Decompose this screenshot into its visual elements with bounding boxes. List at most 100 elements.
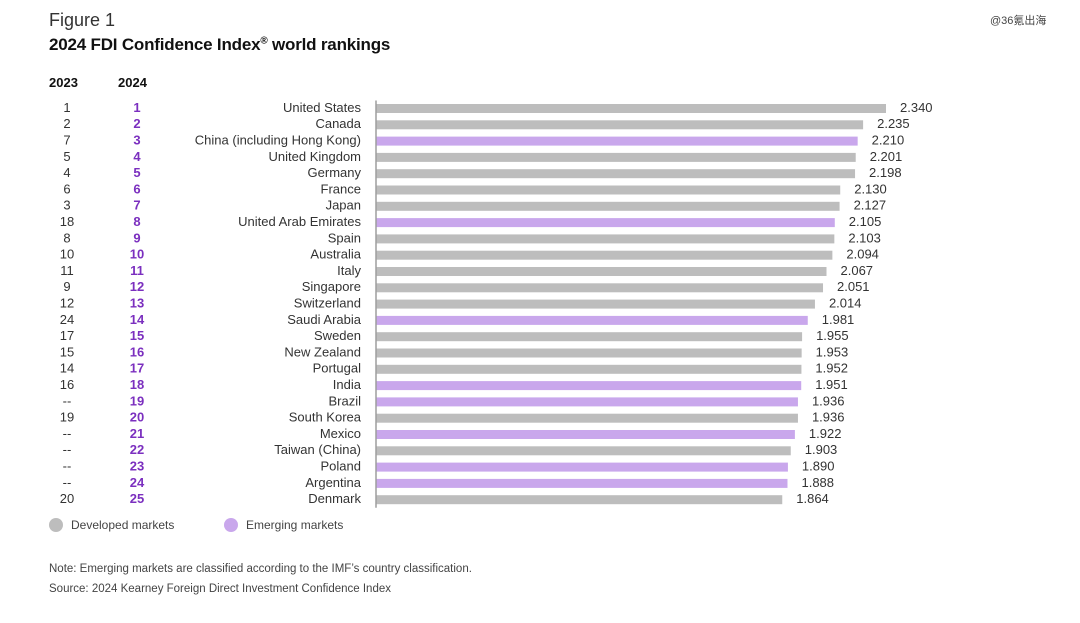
value-label: 1.951 [815, 377, 848, 392]
rank-2024-label: 20 [130, 410, 144, 425]
country-label: Canada [315, 116, 361, 131]
value-label: 1.888 [801, 475, 834, 490]
value-label: 1.953 [816, 344, 849, 359]
country-label: Saudi Arabia [287, 312, 361, 327]
rank-2023-label: 9 [63, 279, 70, 294]
rank-2023-label: 14 [60, 361, 74, 376]
bar [376, 136, 858, 146]
bar [376, 446, 791, 456]
rank-2023-label: 8 [63, 230, 70, 245]
bar [376, 332, 803, 342]
country-label: United States [283, 100, 362, 115]
rank-2024-label: 4 [133, 149, 141, 164]
bar [376, 185, 841, 195]
rank-2024-label: 14 [130, 312, 145, 327]
value-label: 1.955 [816, 328, 849, 343]
bar [376, 364, 802, 374]
value-label: 2.201 [870, 149, 903, 164]
watermark: @36氪出海 [990, 15, 1047, 27]
bar [376, 169, 856, 179]
country-label: Singapore [302, 279, 361, 294]
legend-emerging: Emerging markets [224, 518, 343, 532]
bar [376, 348, 802, 358]
rank-2023-label: 3 [63, 198, 70, 213]
rank-2024-label: 24 [130, 475, 145, 490]
rank-2024-label: 21 [130, 426, 144, 441]
value-label: 2.103 [848, 230, 881, 245]
legend-developed-swatch [49, 518, 63, 532]
value-label: 1.952 [815, 361, 848, 376]
rank-2023-label: 7 [63, 133, 70, 148]
rank-2023-label: 4 [63, 165, 70, 180]
rank-2023-label: -- [63, 426, 72, 441]
country-label: United Arab Emirates [238, 214, 361, 229]
value-label: 2.105 [849, 214, 882, 229]
rank-2024-label: 5 [133, 165, 140, 180]
bar [376, 299, 815, 309]
value-label: 1.981 [822, 312, 855, 327]
country-label: Italy [337, 263, 361, 278]
figure-label: Figure 1 [49, 10, 116, 30]
bar [376, 218, 835, 228]
value-label: 2.051 [837, 279, 870, 294]
rank-2024-label: 22 [130, 442, 144, 457]
value-label: 1.936 [812, 410, 845, 425]
rank-2024-label: 16 [130, 344, 144, 359]
country-label: Germany [308, 165, 362, 180]
rank-2023-label: 20 [60, 491, 74, 506]
country-label: Australia [310, 247, 361, 262]
bar [376, 120, 864, 130]
country-label: Taiwan (China) [274, 442, 361, 457]
rank-2023-label: 11 [60, 263, 74, 278]
country-label: France [321, 181, 361, 196]
rank-2024-label: 6 [133, 181, 140, 196]
rank-2023-label: -- [63, 442, 72, 457]
bar [376, 430, 795, 439]
source-note: Source: 2024 Kearney Foreign Direct Inve… [49, 583, 391, 595]
rank-2024-label: 7 [133, 198, 140, 213]
rank-2024-label: 10 [130, 247, 144, 262]
bar [376, 315, 808, 325]
country-label: Mexico [320, 426, 361, 441]
bar [376, 104, 886, 113]
bar [376, 413, 798, 423]
chart-title: 2024 FDI Confidence Index® world ranking… [49, 35, 390, 55]
bar [376, 283, 824, 293]
rank-2023-label: 24 [60, 312, 74, 327]
country-label: Spain [328, 230, 361, 245]
country-label: India [333, 377, 362, 392]
bar [376, 250, 833, 260]
rank-2024-label: 8 [133, 214, 140, 229]
value-label: 2.014 [829, 296, 862, 311]
country-label: Switzerland [294, 296, 361, 311]
rank-2024-label: 3 [133, 133, 140, 148]
legend-developed-label: Developed markets [71, 518, 175, 532]
rank-2024-label: 11 [130, 263, 144, 278]
legend-emerging-swatch [224, 518, 238, 532]
rank-2024-label: 18 [130, 377, 144, 392]
bar [376, 397, 798, 407]
country-label: Poland [321, 459, 361, 474]
title-registered-mark: ® [260, 35, 268, 47]
bar [376, 478, 788, 488]
rank-2024-label: 9 [133, 230, 140, 245]
value-label: 2.210 [872, 133, 905, 148]
bar [376, 462, 788, 472]
value-label: 2.127 [854, 198, 887, 213]
country-label: China (including Hong Kong) [195, 133, 361, 148]
bar [376, 234, 835, 244]
rank-2023-label: 19 [60, 410, 74, 425]
value-label: 2.130 [854, 181, 887, 196]
rank-2023-label: 17 [60, 328, 74, 343]
column-header-2024: 2024 [118, 75, 147, 90]
country-label: Argentina [305, 475, 361, 490]
value-label: 2.067 [841, 263, 874, 278]
rank-2023-label: 5 [63, 149, 70, 164]
rank-2024-label: 1 [133, 100, 140, 115]
rank-2023-label: 15 [60, 344, 74, 359]
rank-2024-label: 23 [130, 459, 144, 474]
bar [376, 381, 802, 391]
value-label: 1.922 [809, 426, 842, 441]
value-label: 2.094 [846, 247, 879, 262]
